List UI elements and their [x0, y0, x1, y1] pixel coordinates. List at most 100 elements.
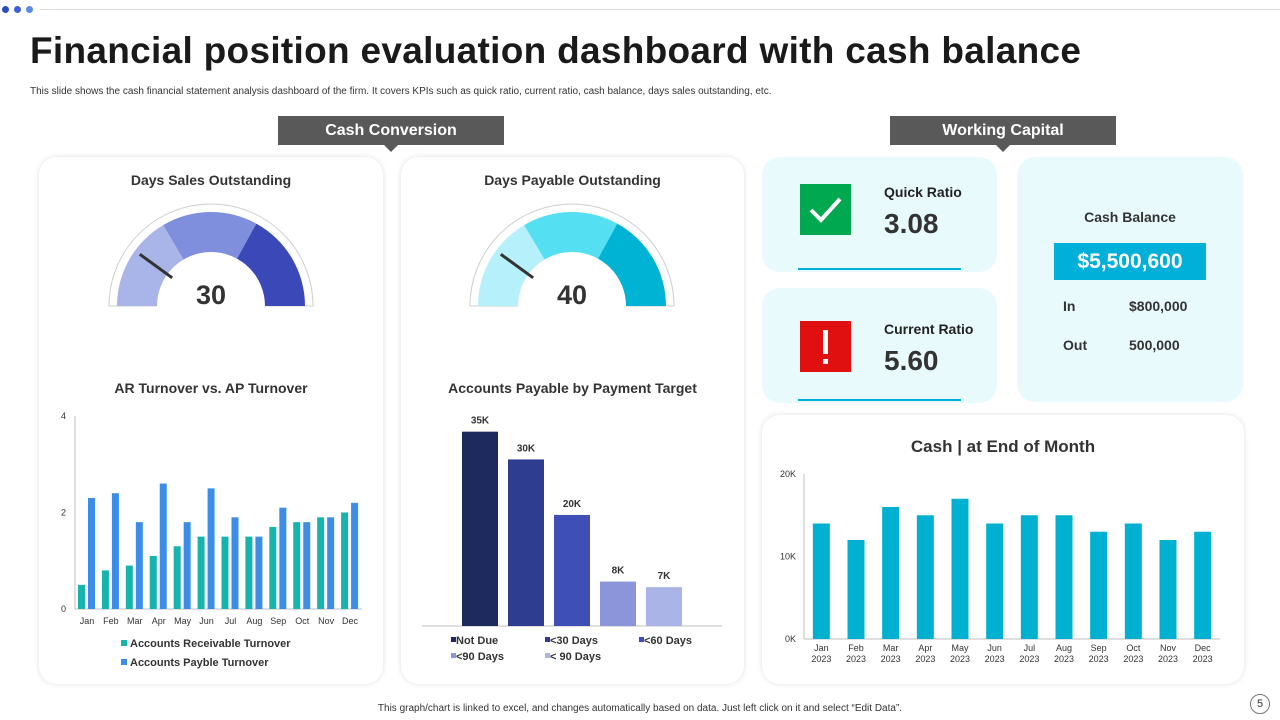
gauge-outline [108, 203, 314, 307]
dot-icon [2, 6, 9, 13]
page-subtitle: This slide shows the cash financial stat… [30, 86, 772, 97]
bar [1055, 515, 1073, 639]
bar [1159, 540, 1177, 639]
legend-label: <60 Days [644, 635, 692, 647]
gauge-base [462, 307, 682, 319]
x-tick-label: Jan [814, 643, 829, 653]
x-tick-label: 2023 [1089, 654, 1109, 664]
cash-in-label: In [1063, 298, 1076, 314]
legend-label: Accounts Receivable Turnover [130, 638, 291, 650]
exclamation-icon [800, 321, 851, 372]
bar [88, 498, 95, 609]
bar [269, 526, 277, 609]
cash-balance-label: Cash Balance [1084, 209, 1176, 225]
gauge-value: 40 [557, 280, 587, 310]
x-tick-label: 2023 [1158, 654, 1178, 664]
bar [1090, 531, 1108, 639]
bar [183, 522, 191, 609]
gauge-hub [518, 252, 626, 360]
x-tick-label: Aug [1056, 643, 1072, 653]
x-tick-label: Feb [103, 616, 119, 626]
x-tick-label: Oct [1126, 643, 1141, 653]
bar [882, 507, 900, 639]
x-tick-label: 2023 [881, 654, 901, 664]
legend-swatch [545, 637, 550, 642]
cash-out-label: Out [1063, 337, 1088, 353]
top-divider [40, 9, 1280, 10]
page-title: Financial position evaluation dashboard … [30, 30, 1082, 71]
dot-icon [26, 6, 33, 13]
tile-quick-ratio: Quick Ratio 3.08 [762, 157, 997, 272]
bar [341, 512, 349, 609]
bar [351, 502, 359, 609]
bar [111, 493, 119, 609]
quick-ratio-value: 3.08 [884, 208, 939, 239]
bar [600, 581, 636, 626]
gauge-hub [157, 252, 265, 360]
page-number: 5 [1250, 694, 1270, 714]
bar [245, 536, 253, 609]
bar [279, 507, 287, 609]
bar [207, 488, 215, 609]
section-label-working-capital: Working Capital [890, 116, 1116, 152]
bar [293, 522, 301, 609]
legend-swatch [451, 637, 456, 642]
tile-current-ratio: Current Ratio 5.60 [762, 288, 997, 403]
legend-swatch [639, 637, 644, 642]
y-tick-label: 20K [780, 469, 796, 479]
bar [173, 546, 181, 609]
x-tick-label: 2023 [915, 654, 935, 664]
x-tick-label: Apr [152, 616, 166, 626]
bar [101, 570, 109, 609]
cash-out-value: 500,000 [1129, 337, 1180, 353]
bar [1124, 523, 1142, 639]
bar [1194, 531, 1212, 639]
bar [303, 522, 311, 609]
x-tick-label: 2023 [1123, 654, 1143, 664]
x-tick-label: Oct [295, 616, 310, 626]
x-tick-label: 2023 [1193, 654, 1213, 664]
x-tick-label: Dec [1195, 643, 1212, 653]
bar [812, 523, 830, 639]
legend-label: <90 Days [456, 651, 504, 663]
data-label: 35K [471, 416, 490, 427]
x-tick-label: Jul [1024, 643, 1036, 653]
x-tick-label: Mar [883, 643, 899, 653]
bar [135, 522, 143, 609]
tile-cash-balance: Cash Balance $5,500,600 In $800,000 Out … [1017, 157, 1243, 402]
legend-label: Not Due [456, 635, 498, 647]
data-label: 30K [517, 443, 536, 454]
legend-swatch [545, 653, 550, 658]
x-tick-label: Mar [127, 616, 143, 626]
top-bar [0, 0, 1280, 20]
bar [125, 565, 133, 609]
x-tick-label: 2023 [950, 654, 970, 664]
y-tick-label: 4 [61, 411, 66, 421]
cash-in-value: $800,000 [1129, 298, 1188, 314]
x-tick-label: Jul [225, 616, 237, 626]
legend-swatch [121, 640, 127, 646]
bar [508, 459, 544, 626]
y-tick-label: 0K [785, 634, 796, 644]
legend-label: <30 Days [550, 635, 598, 647]
x-tick-label: 2023 [846, 654, 866, 664]
x-tick-label: May [174, 616, 192, 626]
dpo-title: Days Payable Outstanding [484, 172, 661, 188]
cash-eom-title: Cash | at End of Month [910, 437, 1096, 456]
data-label: 7K [658, 571, 672, 582]
dso-title: Days Sales Outstanding [130, 172, 292, 188]
bar [255, 536, 263, 609]
legend-swatch [121, 659, 127, 665]
bar [986, 523, 1004, 639]
bar [197, 536, 205, 609]
x-tick-label: Nov [1160, 643, 1177, 653]
x-tick-label: 2023 [1054, 654, 1074, 664]
bar [317, 517, 325, 609]
legend-label: < 90 Days [550, 651, 601, 663]
footer-note: This graph/chart is linked to excel, and… [377, 703, 903, 714]
bar [554, 514, 590, 626]
x-tick-label: Dec [342, 616, 359, 626]
quick-ratio-label: Quick Ratio [884, 184, 962, 200]
x-tick-label: Sep [1091, 643, 1107, 653]
bar [159, 483, 167, 609]
